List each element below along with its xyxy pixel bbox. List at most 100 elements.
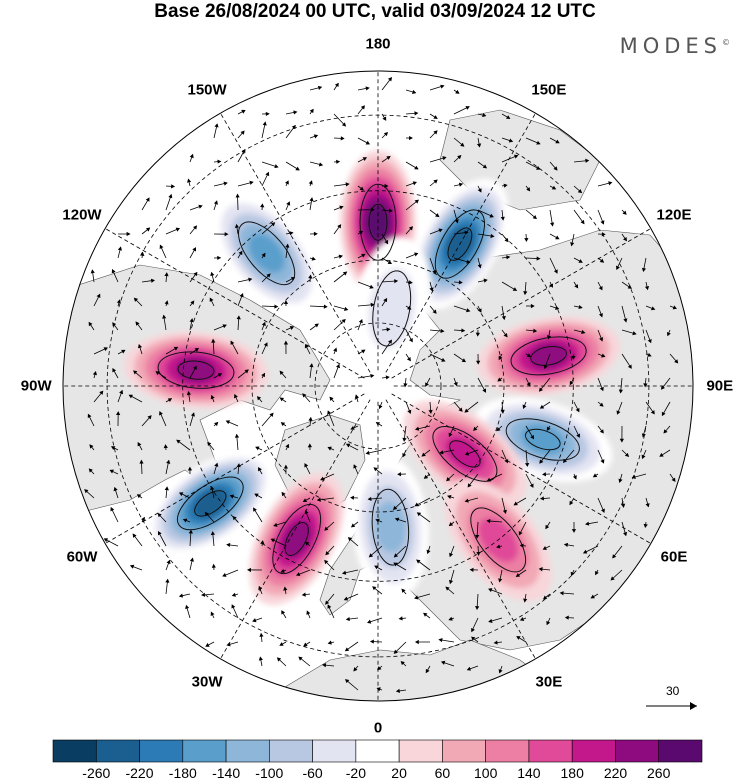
wind-arrowhead	[483, 278, 488, 283]
wind-arrowhead	[167, 398, 173, 402]
wind-arrowhead	[281, 491, 286, 497]
wind-arrowhead	[259, 632, 264, 637]
colorbar-tick-label: 220	[603, 765, 628, 781]
wind-arrowhead	[258, 466, 262, 472]
colorbar-tick-label: -100	[255, 765, 284, 781]
wind-arrowhead	[475, 332, 481, 337]
wind-arrowhead	[133, 370, 138, 375]
wind-arrowhead	[414, 595, 419, 600]
wind-arrowhead	[289, 231, 294, 236]
wind-arrowhead	[433, 179, 438, 184]
wind-arrowhead	[623, 531, 628, 537]
wind-arrowhead	[388, 339, 392, 344]
wind-arrowhead	[234, 433, 240, 438]
meridian-line	[220, 399, 371, 659]
wind-arrowhead	[513, 154, 519, 159]
wind-arrowhead	[365, 450, 370, 455]
wind-arrowhead	[193, 365, 197, 370]
wind-arrowhead	[524, 462, 530, 467]
wind-arrowhead	[505, 115, 511, 119]
wind-arrowhead	[224, 232, 229, 237]
wind-arrowhead	[412, 89, 417, 95]
wind-arrowhead	[230, 340, 235, 345]
wind-arrowhead	[489, 213, 494, 218]
wind-arrowhead	[324, 526, 329, 531]
wind-arrowhead	[201, 592, 206, 597]
wind-arrowhead	[279, 642, 284, 646]
wind-arrowhead	[269, 412, 274, 418]
wind-arrowhead	[440, 660, 446, 665]
wind-arrowhead	[476, 143, 482, 148]
wind-arrowhead	[387, 260, 393, 265]
longitude-label: 90E	[706, 377, 734, 395]
wind-arrowhead	[358, 230, 364, 235]
wind-arrowhead	[599, 429, 604, 434]
wind-arrowhead	[256, 396, 262, 401]
wind-arrowhead	[225, 420, 231, 425]
wind-arrowhead	[530, 303, 535, 309]
wind-arrowhead	[194, 347, 199, 352]
wind-arrowhead	[343, 596, 349, 601]
wind-arrowhead	[165, 578, 170, 583]
wind-arrowhead	[608, 181, 613, 186]
wind-arrowhead	[276, 657, 282, 662]
wind-arrowhead	[261, 252, 266, 258]
wind-arrowhead	[207, 441, 212, 447]
wind-arrowhead	[283, 300, 289, 304]
wind-arrowhead	[414, 165, 419, 170]
wind-arrowhead	[466, 259, 471, 264]
wind-arrowhead	[209, 297, 214, 302]
wind-arrowhead	[595, 570, 599, 576]
wind-arrowhead	[616, 265, 620, 270]
wind-arrowhead	[641, 267, 647, 273]
wind-arrowhead	[599, 258, 605, 263]
wind-arrowhead	[285, 243, 290, 248]
wind-arrowhead	[239, 293, 244, 298]
wind-arrowhead	[210, 271, 215, 277]
wind-arrowhead	[550, 222, 555, 227]
latitude-circle	[251, 259, 505, 513]
wind-arrowhead	[132, 533, 137, 538]
wind-arrowhead	[340, 136, 345, 141]
wind-arrowhead	[580, 219, 585, 225]
wind-arrowhead	[333, 347, 338, 352]
wind-arrowhead	[308, 274, 313, 279]
wind-arrowhead	[341, 122, 347, 127]
wind-arrowhead	[395, 688, 400, 694]
wind-arrowhead	[445, 586, 450, 591]
wind-arrowhead	[217, 373, 223, 377]
wind-arrowhead	[305, 541, 310, 546]
wind-arrowhead	[663, 429, 668, 434]
wind-arrowhead	[578, 259, 583, 263]
meridian-line	[391, 228, 651, 379]
wind-arrowhead	[117, 246, 122, 251]
wind-arrowhead	[309, 108, 314, 114]
wind-arrowhead	[295, 572, 301, 576]
wind-arrowhead	[661, 385, 665, 390]
wind-arrowhead	[432, 309, 437, 314]
wind-arrowhead	[539, 459, 544, 464]
wind-arrowhead	[186, 390, 192, 396]
contour-ring	[449, 440, 481, 468]
wind-arrowhead	[238, 250, 243, 256]
wind-arrowhead	[136, 494, 142, 499]
map-border	[62, 70, 694, 702]
wind-arrowhead	[133, 297, 139, 302]
wind-arrowhead	[555, 305, 560, 310]
wind-arrowhead	[650, 410, 655, 415]
vector-scale-label: 30	[666, 684, 680, 698]
wind-arrowhead	[616, 410, 621, 415]
wind-arrowhead	[188, 529, 193, 534]
wind-arrowhead	[416, 559, 421, 564]
wind-arrowhead	[178, 492, 184, 497]
wind-arrowhead	[564, 615, 569, 620]
wind-arrowhead	[176, 439, 181, 444]
colorbar-swatch	[269, 739, 313, 763]
wind-arrowhead	[641, 454, 646, 460]
wind-arrowhead	[647, 352, 652, 357]
wind-arrowhead	[159, 244, 164, 249]
wind-arrowhead	[386, 155, 391, 160]
anomaly-lobe	[477, 316, 620, 396]
wind-arrowhead	[190, 300, 195, 305]
meridian-line	[391, 393, 651, 544]
